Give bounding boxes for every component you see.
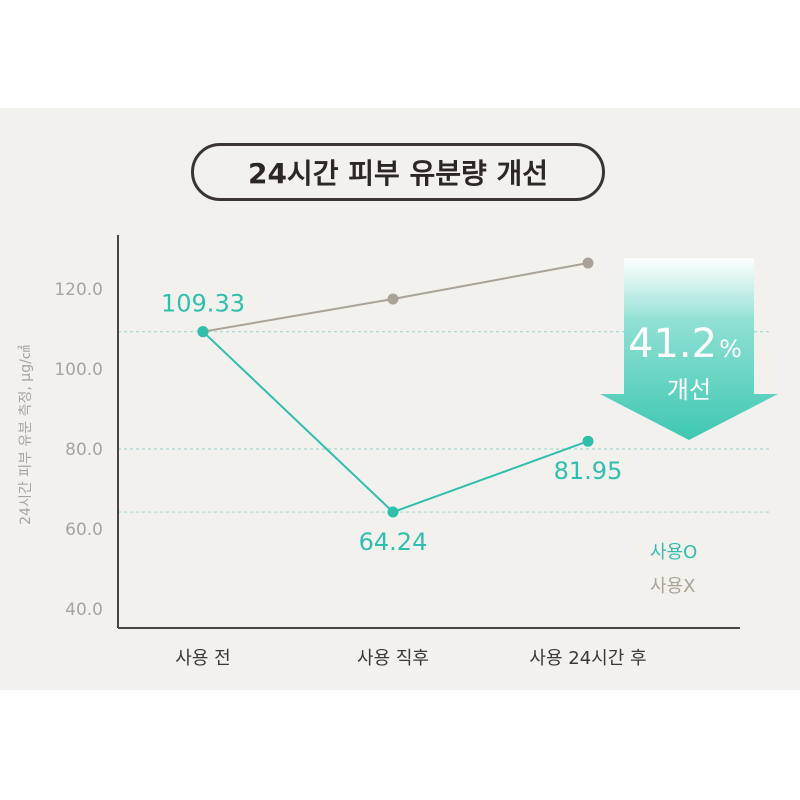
badge-percent: 41.2%	[628, 321, 742, 367]
y-axis-label: 24시간 피부 유분 측정, μg/㎠	[18, 345, 34, 525]
data-label: 81.95	[554, 457, 623, 485]
y-tick-labels: 120.0 100.0 80.0 60.0 40.0	[54, 280, 103, 620]
x-category-labels: 사용 전 사용 직후 사용 24시간 후	[175, 648, 646, 669]
x-category-label: 사용 전	[175, 648, 230, 669]
x-category-label: 사용 직후	[357, 648, 429, 669]
data-point	[197, 326, 209, 338]
data-point	[582, 435, 594, 447]
x-category-label: 사용 24시간 후	[529, 648, 646, 669]
y-tick-label: 100.0	[54, 360, 103, 380]
down-arrow-shape	[600, 258, 778, 440]
y-tick-label: 80.0	[65, 440, 103, 460]
y-tick-label: 40.0	[65, 600, 103, 620]
badge-percent-value: 41.2	[628, 321, 717, 367]
badge-percent-sign: %	[719, 335, 742, 363]
series	[197, 257, 594, 518]
chart-title: 24시간 피부 유분량 개선	[191, 143, 605, 201]
axes	[117, 235, 740, 629]
improvement-badge: 41.2% 개선	[600, 258, 778, 440]
data-label: 64.24	[359, 528, 428, 556]
badge-text: 개선	[667, 376, 711, 404]
y-tick-label: 60.0	[65, 520, 103, 540]
y-tick-label: 120.0	[54, 280, 103, 300]
legend-entry-unused: 사용X	[650, 576, 695, 597]
reference-lines	[118, 331, 772, 513]
series-line	[202, 330, 589, 514]
legend-entry-used: 사용O	[650, 542, 697, 563]
legend: 사용O 사용X	[650, 542, 697, 597]
data-point	[387, 506, 399, 518]
data-point	[582, 257, 594, 269]
data-label: 109.33	[161, 290, 245, 318]
data-labels: 109.33 64.24 81.95	[161, 290, 622, 556]
data-point	[387, 293, 399, 305]
